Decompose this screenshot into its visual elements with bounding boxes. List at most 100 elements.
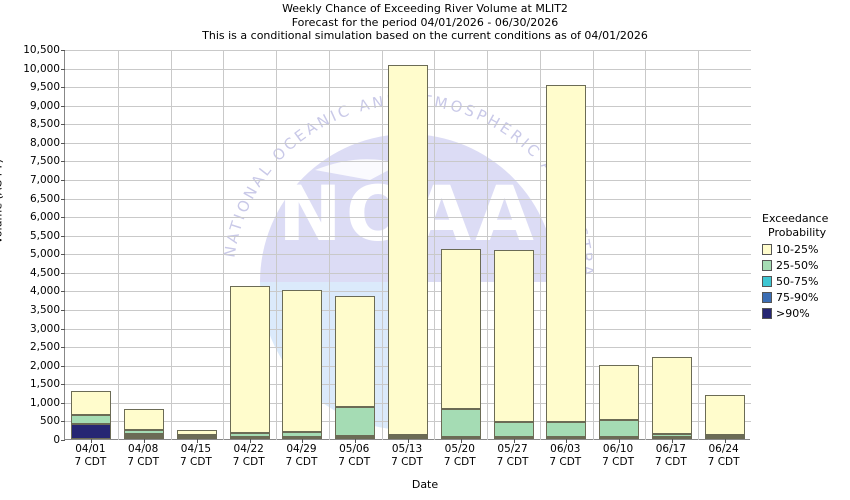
x-gridline bbox=[329, 50, 330, 440]
y-tick-mark bbox=[61, 68, 65, 70]
bar-05-13[interactable] bbox=[388, 64, 428, 439]
bar-segment-25-50- bbox=[705, 434, 745, 438]
x-axis-label-date: 04/29 bbox=[286, 443, 317, 455]
bar-06-10[interactable] bbox=[599, 364, 639, 439]
x-tick-mark bbox=[355, 439, 356, 443]
y-axis-label: 3,500 bbox=[29, 304, 60, 316]
y-axis-label: 4,500 bbox=[29, 266, 60, 279]
legend-item-0[interactable]: 10-25% bbox=[762, 243, 850, 256]
bar-segment--90- bbox=[124, 436, 164, 439]
bar-segment-10-25- bbox=[230, 285, 270, 434]
legend: Exceedance Probability 10-25% 25-50% 50-75… bbox=[762, 212, 850, 320]
bar-segment-10-25- bbox=[599, 364, 639, 421]
x-gridline bbox=[223, 50, 224, 440]
x-axis-label-time: 7 CDT bbox=[707, 456, 740, 468]
x-axis-label-date: 04/08 bbox=[128, 443, 159, 455]
x-axis-label-date: 06/24 bbox=[708, 443, 739, 455]
bar-04-22[interactable] bbox=[230, 285, 270, 439]
x-axis-label-date: 05/13 bbox=[391, 443, 423, 455]
plot-inner bbox=[61, 50, 751, 443]
x-axis-label-time: 7 CDT bbox=[549, 456, 582, 468]
y-tick-mark bbox=[61, 87, 65, 89]
bar-06-17[interactable] bbox=[652, 356, 692, 439]
bar-segment-10-25- bbox=[546, 85, 586, 422]
x-axis-label: 05/20 7 CDT bbox=[444, 443, 476, 469]
bar-segment-25-50- bbox=[71, 414, 111, 425]
y-tick-mark bbox=[61, 161, 65, 163]
bar-05-20[interactable] bbox=[441, 248, 481, 439]
bar-segment-25-50- bbox=[177, 434, 217, 437]
legend-label: 10-25% bbox=[776, 243, 819, 256]
y-tick-mark bbox=[61, 124, 65, 126]
legend-label: 25-50% bbox=[776, 259, 819, 272]
legend-swatch-icon bbox=[762, 308, 772, 319]
bar-segment-10-25- bbox=[335, 296, 375, 408]
chart-title: Weekly Chance of Exceeding River Volume … bbox=[282, 2, 568, 15]
legend-label: 75-90% bbox=[776, 291, 819, 304]
chart-subtitle: Forecast for the period 04/01/2026 - 06/… bbox=[291, 15, 559, 29]
y-axis-label: 10,000 bbox=[23, 62, 60, 75]
y-axis-label: 2,000 bbox=[29, 359, 60, 372]
y-tick-mark bbox=[61, 105, 65, 107]
y-tick-mark bbox=[61, 50, 65, 51]
y-axis-label: 0 bbox=[53, 434, 60, 446]
x-gridline bbox=[276, 50, 277, 440]
legend-items: 10-25% 25-50% 50-75% 75-90% >90% bbox=[762, 243, 850, 320]
bar-06-03[interactable] bbox=[546, 85, 586, 439]
x-axis-label: 04/15 7 CDT bbox=[180, 443, 212, 469]
x-axis-label: 04/01 7 CDT bbox=[74, 443, 106, 469]
y-tick-mark bbox=[61, 328, 65, 330]
y-tick-mark bbox=[61, 272, 65, 274]
x-axis-label: 06/10 7 CDT bbox=[602, 443, 634, 469]
x-gridline bbox=[593, 50, 594, 440]
bar-segment-10-25- bbox=[494, 249, 534, 422]
bar-segment-25-50- bbox=[441, 408, 481, 438]
bar-segment-10-25- bbox=[177, 430, 217, 435]
legend-item-2[interactable]: 50-75% bbox=[762, 275, 850, 288]
bar-segment-10-25- bbox=[652, 356, 692, 435]
bar-04-01[interactable] bbox=[71, 390, 111, 439]
chart-note: This is a conditional simulation based o… bbox=[202, 29, 648, 43]
x-tick-mark bbox=[672, 439, 673, 443]
legend-item-3[interactable]: 75-90% bbox=[762, 291, 850, 304]
x-gridline bbox=[540, 50, 541, 440]
x-axis-label-time: 7 CDT bbox=[127, 456, 160, 468]
y-axis-label: 7,500 bbox=[29, 155, 60, 168]
x-tick-mark bbox=[197, 439, 198, 443]
bar-segment-25-50- bbox=[124, 430, 164, 434]
x-axis-label: 04/08 7 CDT bbox=[127, 443, 159, 469]
legend-swatch-icon bbox=[762, 244, 772, 255]
x-axis-label-date: 05/27 bbox=[497, 443, 528, 455]
x-tick-mark bbox=[514, 439, 515, 443]
x-axis-title: Date bbox=[411, 478, 439, 491]
bar-05-06[interactable] bbox=[335, 296, 375, 439]
y-tick-mark bbox=[61, 235, 65, 237]
bar-04-29[interactable] bbox=[282, 290, 322, 439]
bar-05-27[interactable] bbox=[494, 249, 534, 439]
x-axis-label-time: 7 CDT bbox=[285, 456, 318, 468]
x-tick-mark bbox=[91, 439, 92, 443]
bar-segment-10-25- bbox=[388, 64, 428, 435]
legend-item-1[interactable]: 25-50% bbox=[762, 259, 850, 272]
x-axis-label: 06/17 7 CDT bbox=[655, 443, 687, 469]
legend-swatch-icon bbox=[762, 260, 772, 271]
y-axis-title: Volume (AC-FT) bbox=[0, 159, 5, 244]
x-gridline bbox=[434, 50, 435, 440]
bar-segment-25-50- bbox=[652, 434, 692, 438]
y-tick-mark bbox=[61, 254, 65, 256]
x-tick-mark bbox=[725, 439, 726, 443]
bar-04-08[interactable] bbox=[124, 408, 164, 439]
bar-06-24[interactable] bbox=[705, 394, 745, 439]
x-axis-label-time: 7 CDT bbox=[179, 456, 212, 468]
legend-item-4[interactable]: >90% bbox=[762, 307, 850, 320]
x-axis-label: 06/03 7 CDT bbox=[549, 443, 581, 469]
legend-title-line1: Exceedance bbox=[762, 212, 829, 225]
x-axis-label-date: 06/17 bbox=[655, 443, 686, 455]
bar-04-15[interactable] bbox=[177, 430, 217, 439]
x-gridline bbox=[171, 50, 172, 440]
y-axis-label: 9,000 bbox=[29, 99, 60, 112]
y-axis-label: 2,500 bbox=[29, 341, 60, 354]
x-axis-label-date: 04/22 bbox=[233, 443, 264, 455]
plot-area: NOAA NATIONAL OCEANIC AND ATMOSPHERIC AD… bbox=[61, 50, 751, 443]
